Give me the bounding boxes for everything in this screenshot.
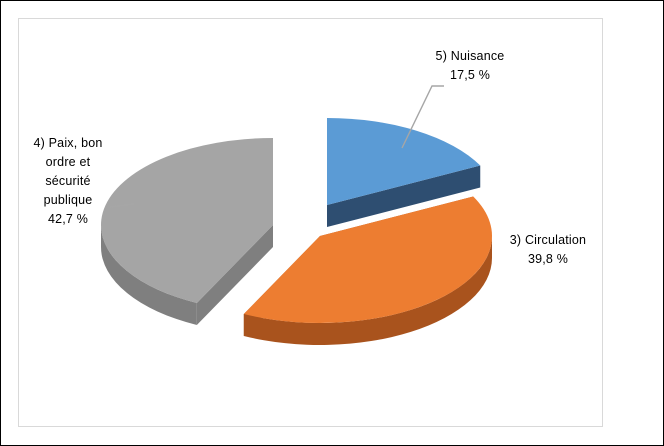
pie-slice-nuisance xyxy=(327,118,481,227)
data-label-nuisance: 5) Nuisance 17,5 % xyxy=(436,49,505,82)
pie-slice-paix xyxy=(100,138,273,326)
data-label-paix: 4) Paix, bon ordre et sécurité publique 42,7… xyxy=(33,136,102,226)
leader-line-paix xyxy=(109,203,135,208)
pie-slice-circulation xyxy=(243,196,493,345)
leader-line-nuisance xyxy=(401,85,444,149)
data-label-circulation: 3) Circulation 39,8 % xyxy=(510,233,586,266)
